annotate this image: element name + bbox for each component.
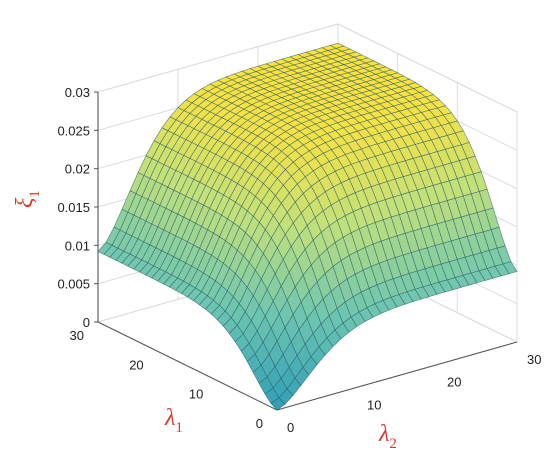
z-tick-label: 0 <box>83 315 90 330</box>
x-axis-line <box>97 321 278 411</box>
x-tick-label: 30 <box>70 328 84 343</box>
z-tick-label: 0.02 <box>65 162 90 177</box>
z-axis-label: ξ1 <box>12 190 43 208</box>
x-tick-label: 10 <box>189 387 203 402</box>
y-tick-label: 20 <box>447 375 461 390</box>
z-tick-label: 0.01 <box>65 238 90 253</box>
z-tick-label: 0.015 <box>57 200 90 215</box>
y-axis-line <box>276 341 518 411</box>
surface-patch <box>270 397 286 411</box>
y-axis-label: λ2 <box>378 421 397 452</box>
y-tick-label: 30 <box>527 352 541 367</box>
surface-mesh <box>97 42 518 411</box>
y-tick-label: 0 <box>287 420 294 435</box>
x-axis-label: λ1 <box>164 405 183 436</box>
z-tick-label: 0.03 <box>65 85 90 100</box>
y-tick-label: 10 <box>367 397 381 412</box>
z-tick-label: 0.005 <box>57 277 90 292</box>
x-tick-label: 20 <box>129 357 143 372</box>
x-tick-label: 0 <box>256 416 263 431</box>
tick-labels: 00.0050.010.0150.020.0250.03010203001020… <box>57 85 541 435</box>
z-tick-label: 0.025 <box>57 123 90 138</box>
